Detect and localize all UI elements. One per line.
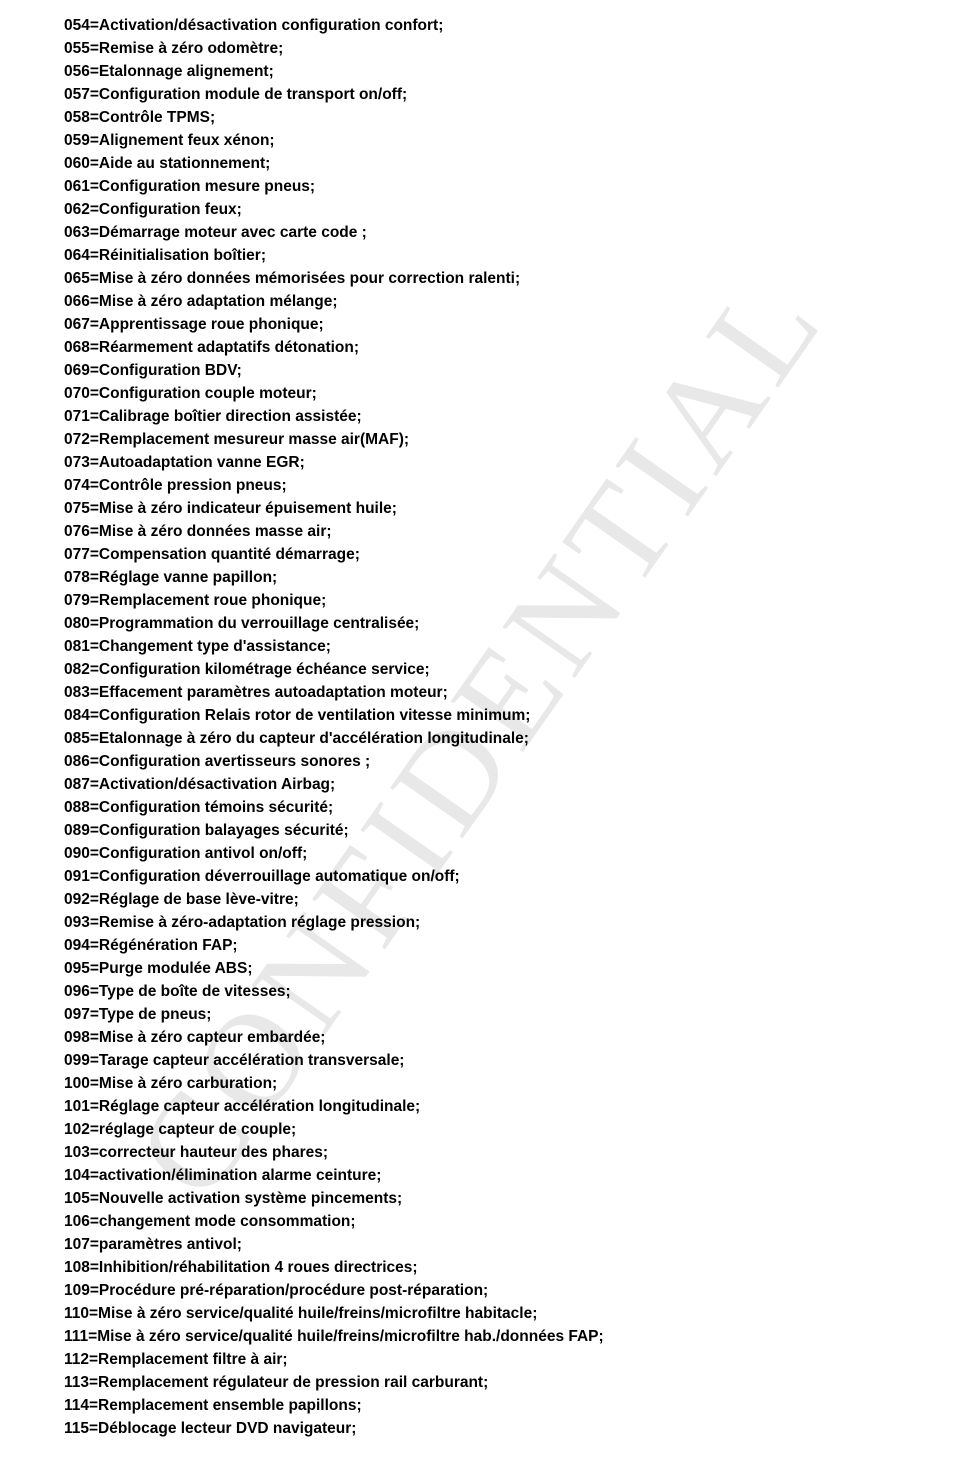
code-line: 106=changement mode consommation; [64,1210,896,1233]
code-line: 097=Type de pneus; [64,1003,896,1026]
code-line: 115=Déblocage lecteur DVD navigateur; [64,1417,896,1440]
code-line: 077=Compensation quantité démarrage; [64,543,896,566]
code-list: 054=Activation/désactivation configurati… [0,0,960,1454]
code-line: 056=Etalonnage alignement; [64,60,896,83]
code-line: 104=activation/élimination alarme ceintu… [64,1164,896,1187]
code-line: 076=Mise à zéro données masse air; [64,520,896,543]
code-line: 090=Configuration antivol on/off; [64,842,896,865]
code-line: 063=Démarrage moteur avec carte code ; [64,221,896,244]
code-line: 071=Calibrage boîtier direction assistée… [64,405,896,428]
code-line: 092=Réglage de base lève-vitre; [64,888,896,911]
code-line: 114=Remplacement ensemble papillons; [64,1394,896,1417]
code-line: 081=Changement type d'assistance; [64,635,896,658]
code-line: 098=Mise à zéro capteur embardée; [64,1026,896,1049]
code-line: 084=Configuration Relais rotor de ventil… [64,704,896,727]
code-line: 095=Purge modulée ABS; [64,957,896,980]
code-line: 083=Effacement paramètres autoadaptation… [64,681,896,704]
code-line: 096=Type de boîte de vitesses; [64,980,896,1003]
code-line: 091=Configuration déverrouillage automat… [64,865,896,888]
code-line: 107=paramètres antivol; [64,1233,896,1256]
code-line: 105=Nouvelle activation système pincemen… [64,1187,896,1210]
code-line: 078=Réglage vanne papillon; [64,566,896,589]
code-line: 067=Apprentissage roue phonique; [64,313,896,336]
code-line: 055=Remise à zéro odomètre; [64,37,896,60]
code-line: 059=Alignement feux xénon; [64,129,896,152]
code-line: 094=Régénération FAP; [64,934,896,957]
code-line: 073=Autoadaptation vanne EGR; [64,451,896,474]
code-line: 113=Remplacement régulateur de pression … [64,1371,896,1394]
code-line: 110=Mise à zéro service/qualité huile/fr… [64,1302,896,1325]
code-line: 112=Remplacement filtre à air; [64,1348,896,1371]
code-line: 109=Procédure pré-réparation/procédure p… [64,1279,896,1302]
code-line: 066=Mise à zéro adaptation mélange; [64,290,896,313]
code-line: 068=Réarmement adaptatifs détonation; [64,336,896,359]
code-line: 087=Activation/désactivation Airbag; [64,773,896,796]
code-line: 080=Programmation du verrouillage centra… [64,612,896,635]
code-line: 108=Inhibition/réhabilitation 4 roues di… [64,1256,896,1279]
code-line: 111=Mise à zéro service/qualité huile/fr… [64,1325,896,1348]
code-line: 079=Remplacement roue phonique; [64,589,896,612]
code-line: 103=correcteur hauteur des phares; [64,1141,896,1164]
code-line: 088=Configuration témoins sécurité; [64,796,896,819]
code-line: 072=Remplacement mesureur masse air(MAF)… [64,428,896,451]
code-line: 093=Remise à zéro-adaptation réglage pre… [64,911,896,934]
code-line: 069=Configuration BDV; [64,359,896,382]
code-line: 060=Aide au stationnement; [64,152,896,175]
code-line: 075=Mise à zéro indicateur épuisement hu… [64,497,896,520]
code-line: 086=Configuration avertisseurs sonores ; [64,750,896,773]
code-line: 100=Mise à zéro carburation; [64,1072,896,1095]
code-line: 074=Contrôle pression pneus; [64,474,896,497]
code-line: 085=Etalonnage à zéro du capteur d'accél… [64,727,896,750]
code-line: 089=Configuration balayages sécurité; [64,819,896,842]
code-line: 082=Configuration kilométrage échéance s… [64,658,896,681]
code-line: 102=réglage capteur de couple; [64,1118,896,1141]
code-line: 070=Configuration couple moteur; [64,382,896,405]
code-line: 058=Contrôle TPMS; [64,106,896,129]
code-line: 054=Activation/désactivation configurati… [64,14,896,37]
code-line: 057=Configuration module de transport on… [64,83,896,106]
code-line: 101=Réglage capteur accélération longitu… [64,1095,896,1118]
code-line: 099=Tarage capteur accélération transver… [64,1049,896,1072]
code-line: 062=Configuration feux; [64,198,896,221]
code-line: 064=Réinitialisation boîtier; [64,244,896,267]
code-line: 061=Configuration mesure pneus; [64,175,896,198]
code-line: 065=Mise à zéro données mémorisées pour … [64,267,896,290]
